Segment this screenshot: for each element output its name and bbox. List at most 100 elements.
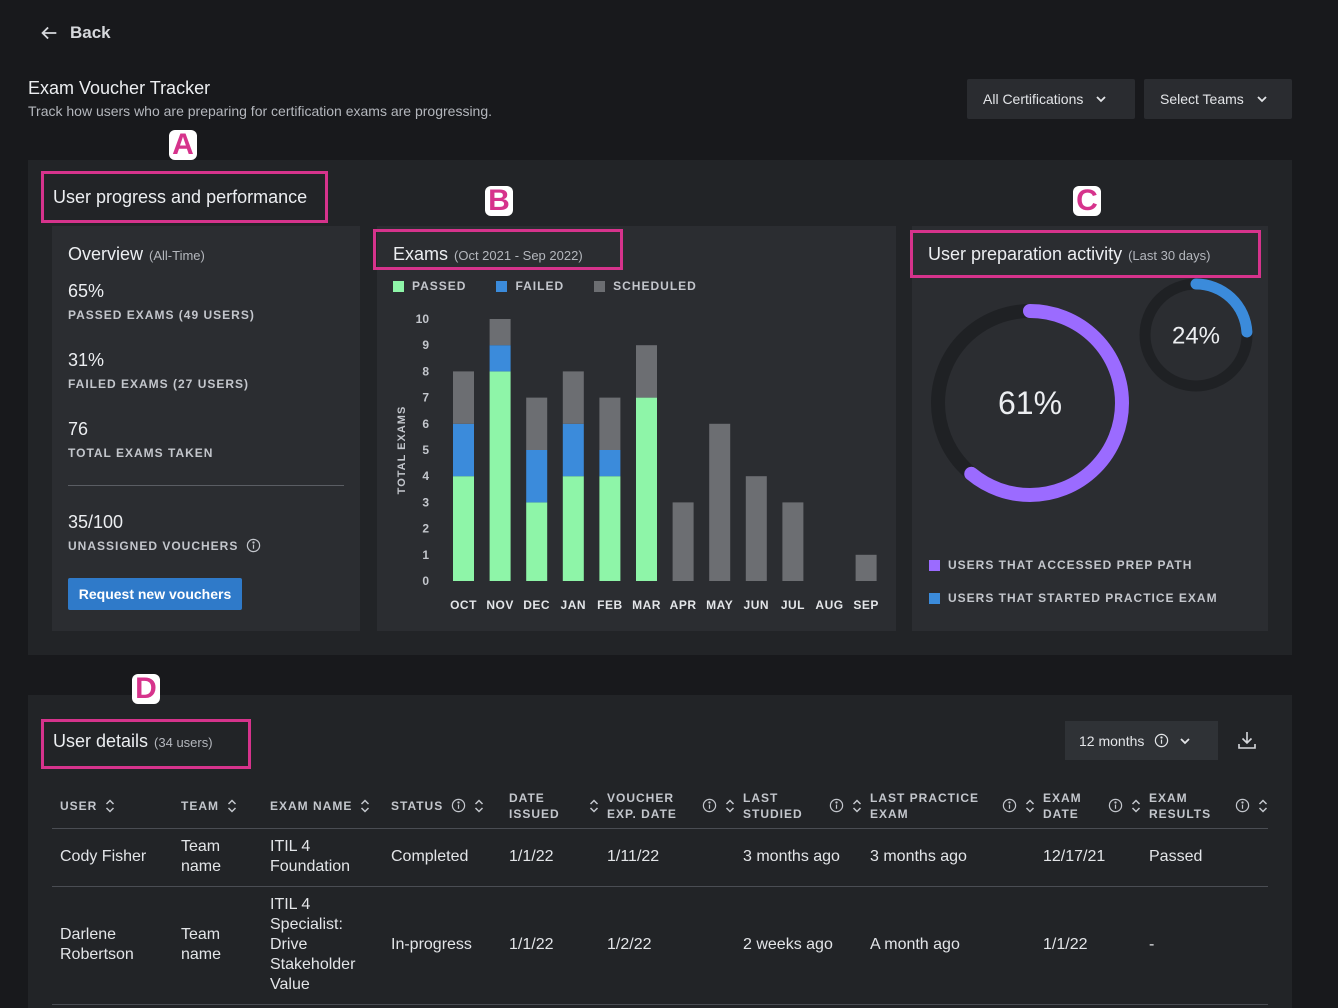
chevron-down-icon	[1257, 96, 1267, 103]
sort-icon[interactable]	[1131, 799, 1141, 813]
y-tick-label: 1	[422, 548, 429, 562]
x-tick-label: OCT	[450, 598, 477, 612]
legend-scheduled: SCHEDULED	[613, 279, 697, 293]
bar-scheduled-apr[interactable]	[672, 502, 694, 581]
column-header[interactable]: LAST PRACTICE EXAM	[862, 784, 1035, 829]
bar-scheduled-jan[interactable]	[562, 371, 584, 424]
passed-value: 65%	[68, 281, 105, 301]
back-label: Back	[70, 23, 111, 42]
info-icon[interactable]	[1108, 798, 1123, 813]
failed-swatch	[496, 280, 508, 292]
bar-scheduled-mar[interactable]	[636, 345, 657, 398]
period-label: 12 months	[1079, 732, 1145, 749]
exams-title: Exams (Oct 2021 - Sep 2022)	[393, 244, 583, 264]
column-header[interactable]: EXAM DATE	[1035, 784, 1141, 829]
bar-passed-nov[interactable]	[489, 371, 511, 581]
table-cell: Completed	[383, 828, 501, 887]
vouchers-label-row: UNASSIGNED VOUCHERS	[68, 538, 261, 553]
certification-filter-dropdown[interactable]: All Certifications	[967, 79, 1135, 119]
column-header-label: VOUCHER EXP. DATE	[607, 790, 677, 821]
team-filter-dropdown[interactable]: Select Teams	[1144, 79, 1292, 119]
bar-passed-dec[interactable]	[526, 502, 548, 581]
x-tick-label: APR	[670, 598, 697, 612]
exams-bar-chart: TOTAL EXAMS 0 1 2 3 4 5 6 7 8 9 10 OCT NOV DEC JAN FEB MA…	[396, 312, 879, 612]
callout-letter-a: A	[168, 130, 198, 160]
y-axis-label: TOTAL EXAMS	[396, 406, 408, 495]
total-value: 76	[68, 419, 89, 439]
passed-label: PASSED EXAMS (49 USERS)	[68, 308, 255, 322]
table-cell: 1/1/22	[501, 886, 599, 1005]
column-header[interactable]: TEAM	[173, 784, 262, 829]
bar-scheduled-dec[interactable]	[526, 397, 548, 450]
x-tick-label: AUG	[815, 598, 843, 612]
chevron-down-icon	[1180, 737, 1191, 744]
info-icon[interactable]	[246, 538, 261, 553]
sort-icon[interactable]	[725, 799, 735, 813]
info-icon[interactable]	[1154, 733, 1169, 748]
info-icon[interactable]	[451, 798, 466, 813]
info-icon[interactable]	[1002, 798, 1017, 813]
sort-icon[interactable]	[1258, 799, 1268, 813]
table-row[interactable]: Cody Fisher Team name ITIL 4 Foundation Com…	[52, 828, 1268, 887]
column-header[interactable]: DATE ISSUED	[501, 784, 599, 829]
info-icon[interactable]	[1235, 798, 1250, 813]
bar-scheduled-jul[interactable]	[782, 502, 804, 581]
sort-icon[interactable]	[1025, 799, 1035, 813]
back-link[interactable]: Back	[38, 22, 111, 44]
bar-scheduled-feb[interactable]	[599, 397, 621, 450]
bar-failed-nov[interactable]	[489, 345, 511, 372]
bar-failed-jan[interactable]	[562, 423, 584, 477]
sort-icon[interactable]	[589, 799, 599, 813]
bar-scheduled-jun[interactable]	[745, 476, 767, 581]
request-vouchers-button[interactable]: Request new vouchers	[68, 578, 242, 610]
download-icon[interactable]	[1237, 730, 1257, 750]
bar-scheduled-may[interactable]	[709, 423, 731, 581]
callout-letter-b: B	[484, 186, 514, 216]
y-tick-label: 8	[422, 364, 429, 378]
bar-failed-oct[interactable]	[453, 423, 474, 477]
sort-icon[interactable]	[852, 799, 862, 813]
period-dropdown[interactable]: 12 months	[1065, 721, 1218, 760]
column-header[interactable]: LAST STUDIED	[735, 784, 862, 829]
info-icon[interactable]	[702, 798, 717, 813]
column-header[interactable]: USER	[52, 784, 173, 829]
bar-failed-dec[interactable]	[526, 450, 548, 503]
bar-passed-mar[interactable]	[636, 397, 657, 581]
sort-icon[interactable]	[360, 799, 370, 813]
bar-passed-jan[interactable]	[562, 476, 584, 581]
column-header[interactable]: EXAM RESULTS	[1141, 784, 1268, 829]
table-cell: A month ago	[862, 886, 1035, 1005]
failed-value: 31%	[68, 350, 105, 370]
x-tick-label: SEP	[853, 598, 879, 612]
bar-passed-feb[interactable]	[599, 476, 621, 581]
prep-legend-prep: USERS THAT ACCESSED PREP PATH	[929, 558, 1192, 572]
sort-icon[interactable]	[227, 799, 237, 813]
bar-scheduled-sep[interactable]	[855, 554, 877, 581]
table-cell: Team name	[173, 828, 262, 887]
vouchers-label: UNASSIGNED VOUCHERS	[68, 538, 239, 553]
bar-scheduled-nov[interactable]	[489, 319, 511, 346]
bar-failed-feb[interactable]	[599, 450, 621, 477]
sort-icon[interactable]	[105, 799, 115, 813]
column-header-label: EXAM RESULTS	[1149, 790, 1212, 821]
exams-legend: PASSED FAILED SCHEDULED	[393, 279, 697, 293]
column-header[interactable]: VOUCHER EXP. DATE	[599, 784, 735, 829]
table-cell: 3 months ago	[735, 828, 862, 887]
bar-scheduled-oct[interactable]	[453, 371, 474, 424]
callout-box-c	[910, 230, 1261, 278]
callout-letter-d: D	[131, 674, 161, 704]
overview-divider	[68, 485, 344, 486]
table-cell: 1/11/22	[599, 828, 735, 887]
table-cell: 3 months ago	[862, 828, 1035, 887]
bar-passed-oct[interactable]	[453, 476, 474, 581]
info-icon[interactable]	[829, 798, 844, 813]
column-header[interactable]: EXAM NAME	[262, 784, 383, 829]
arrow-left-icon	[41, 26, 57, 40]
sort-icon[interactable]	[474, 799, 484, 813]
prep-donut-charts: 61% 24%	[931, 278, 1253, 502]
column-header-label: USER	[60, 798, 98, 813]
column-header[interactable]: STATUS	[383, 784, 501, 829]
callout-box-a	[41, 171, 328, 223]
prep-path-swatch	[929, 559, 940, 571]
table-row[interactable]: Darlene Robertson Team name ITIL 4 Special…	[52, 886, 1268, 1005]
